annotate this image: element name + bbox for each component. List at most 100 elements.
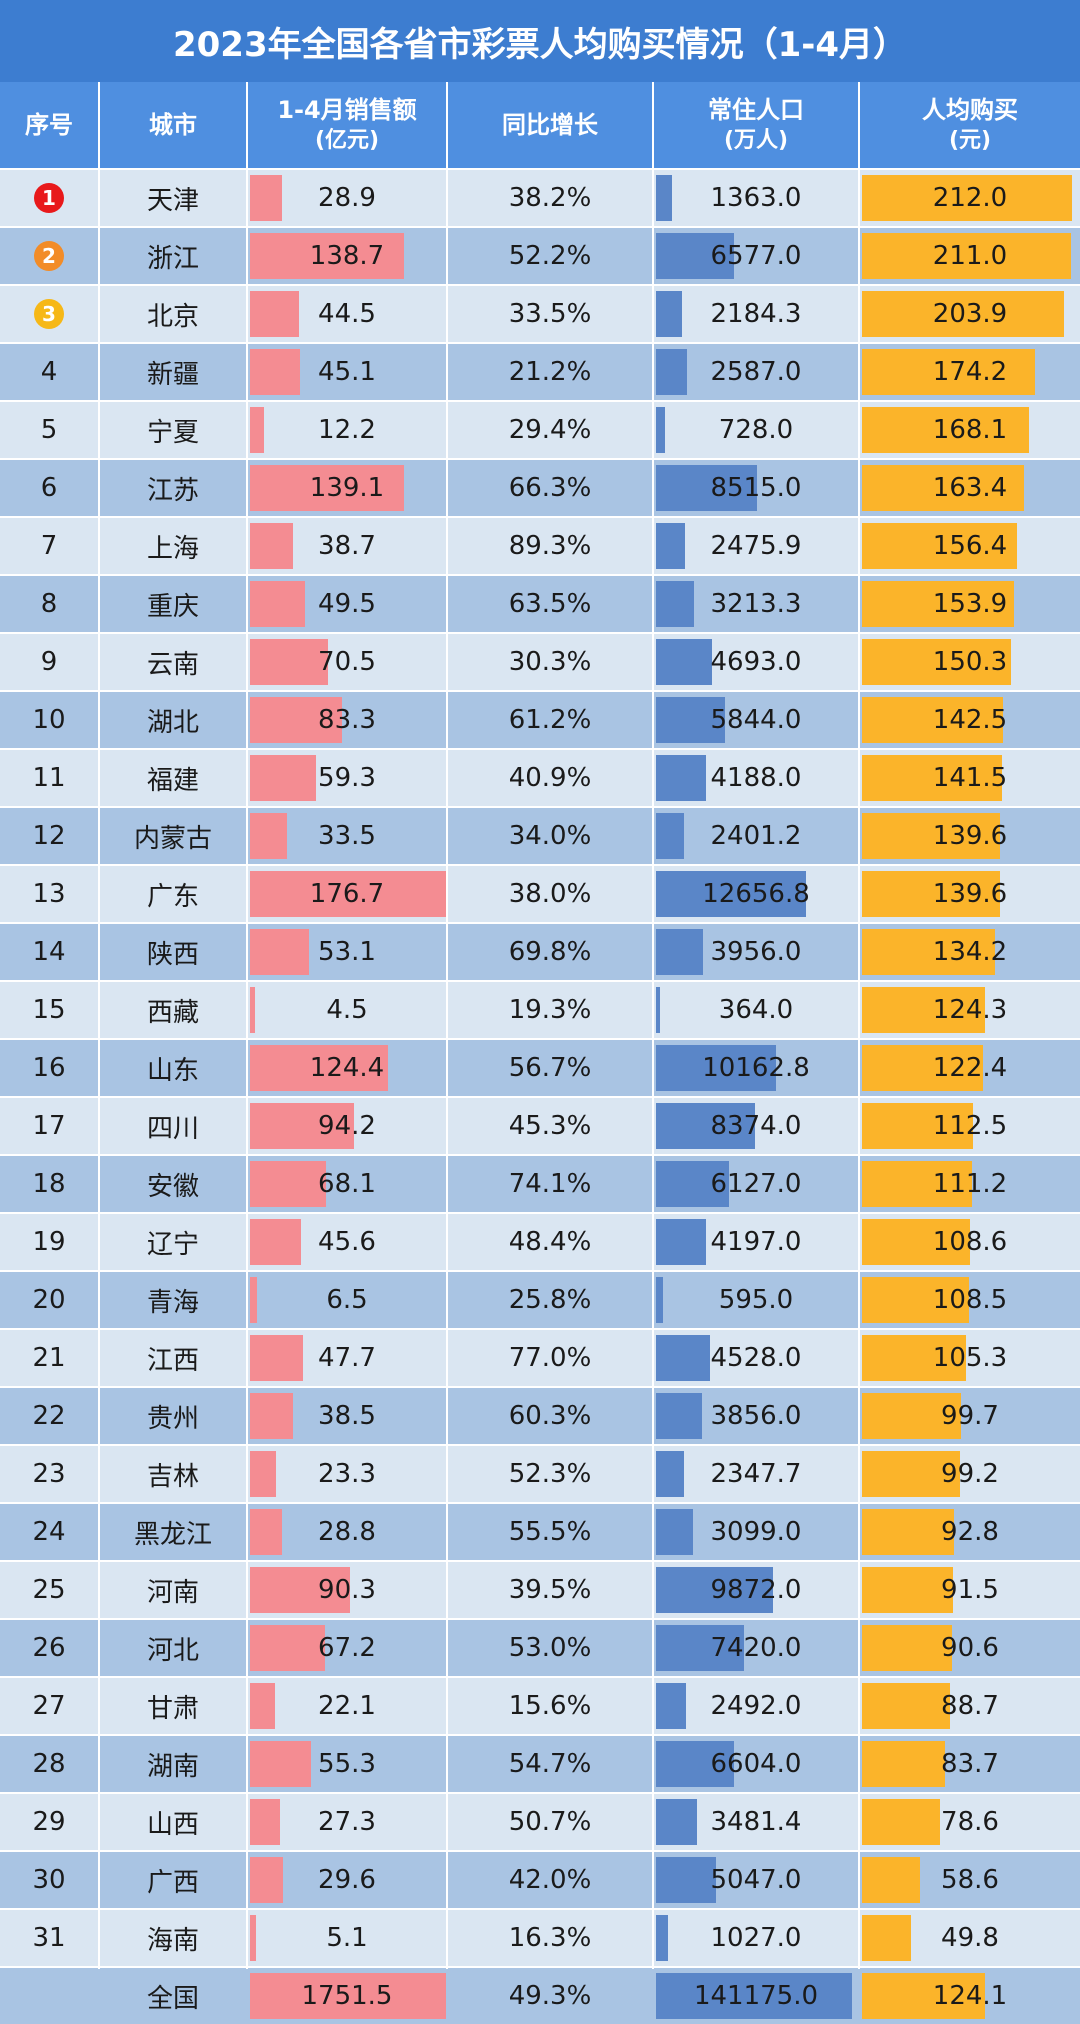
per-capita-value: 58.6 [941, 1865, 999, 1895]
population-cell: 2184.3 [654, 286, 858, 342]
rank-value: 14 [32, 937, 66, 967]
per-capita-bar [862, 1161, 973, 1207]
growth-value: 52.3% [508, 1459, 592, 1489]
per-capita-value: 174.2 [932, 357, 1008, 387]
population-bar [656, 1219, 706, 1265]
population-cell: 2401.2 [654, 808, 858, 864]
table-row: 29 山西 27.3 50.7% 3481.4 78.6 [0, 1794, 1080, 1850]
sales-value: 6.5 [326, 1285, 368, 1315]
per-capita-bar [862, 1219, 970, 1265]
sales-cell: 47.7 [248, 1330, 446, 1386]
sales-bar [250, 987, 255, 1033]
per-capita-bar [862, 1393, 961, 1439]
header-city-label: 城市 [149, 110, 197, 139]
growth-cell: 53.0% [448, 1620, 652, 1676]
city-name: 山西 [146, 1809, 199, 1840]
sales-bar [250, 1567, 351, 1613]
table-row: 28 湖南 55.3 54.7% 6604.0 83.7 [0, 1736, 1080, 1792]
sales-cell: 4.5 [248, 982, 446, 1038]
rank-value: 5 [40, 415, 58, 445]
rank-value: 4 [40, 357, 58, 387]
rank-value: 18 [32, 1169, 66, 1199]
sales-bar [250, 755, 316, 801]
per-capita-bar [862, 1857, 921, 1903]
population-cell: 9872.0 [654, 1562, 858, 1618]
population-bar [656, 1857, 716, 1903]
city-name: 江苏 [146, 475, 199, 506]
per-capita-cell: 163.4 [860, 460, 1080, 516]
sales-value: 38.5 [318, 1401, 376, 1431]
population-value: 3099.0 [710, 1517, 802, 1547]
per-capita-value: 153.9 [932, 589, 1008, 619]
rank-value: 7 [40, 531, 58, 561]
table-row: 27 甘肃 22.1 15.6% 2492.0 88.7 [0, 1678, 1080, 1734]
per-capita-value: 150.3 [932, 647, 1008, 677]
per-capita-cell: 90.6 [860, 1620, 1080, 1676]
population-cell: 4528.0 [654, 1330, 858, 1386]
per-capita-cell: 141.5 [860, 750, 1080, 806]
population-cell: 8374.0 [654, 1098, 858, 1154]
population-value: 141175.0 [693, 1981, 819, 2011]
city-cell: 陕西 [100, 924, 246, 980]
growth-value: 42.0% [508, 1865, 592, 1895]
population-bar [656, 929, 703, 975]
population-value: 4528.0 [710, 1343, 802, 1373]
rank-cell: 23 [0, 1446, 98, 1502]
per-capita-cell: 83.7 [860, 1736, 1080, 1792]
rank-value: 30 [32, 1865, 66, 1895]
population-value: 6604.0 [710, 1749, 802, 1779]
city-cell: 广西 [100, 1852, 246, 1908]
population-bar [656, 1567, 773, 1613]
population-bar [656, 1335, 710, 1381]
growth-cell: 56.7% [448, 1040, 652, 1096]
per-capita-value: 99.2 [941, 1459, 999, 1489]
population-bar [656, 639, 712, 685]
per-capita-cell: 139.6 [860, 866, 1080, 922]
sales-bar [250, 813, 288, 859]
growth-value: 60.3% [508, 1401, 592, 1431]
header-sales-line1: 1-4月销售额 [277, 95, 417, 124]
population-value: 364.0 [718, 995, 794, 1025]
sales-bar [250, 1161, 326, 1207]
population-bar [656, 1045, 777, 1091]
city-name: 贵州 [146, 1403, 199, 1434]
table-row: 23 吉林 23.3 52.3% 2347.7 99.2 [0, 1446, 1080, 1502]
population-cell: 2475.9 [654, 518, 858, 574]
city-cell: 贵州 [100, 1388, 246, 1444]
growth-cell: 42.0% [448, 1852, 652, 1908]
sales-bar [250, 465, 405, 511]
city-name: 江西 [146, 1345, 199, 1376]
per-capita-cell: 108.5 [860, 1272, 1080, 1328]
per-capita-value: 124.3 [932, 995, 1008, 1025]
growth-cell: 89.3% [448, 518, 652, 574]
per-capita-value: 163.4 [932, 473, 1008, 503]
sales-cell: 28.9 [248, 170, 446, 226]
sales-bar [250, 349, 301, 395]
population-bar [656, 1103, 756, 1149]
sales-cell: 38.7 [248, 518, 446, 574]
per-capita-bar [862, 1915, 912, 1961]
table-row: 24 黑龙江 28.8 55.5% 3099.0 92.8 [0, 1504, 1080, 1560]
per-capita-cell: 105.3 [860, 1330, 1080, 1386]
sales-cell: 1751.5 [248, 1968, 446, 2024]
per-capita-cell: 122.4 [860, 1040, 1080, 1096]
population-cell: 12656.8 [654, 866, 858, 922]
population-cell: 595.0 [654, 1272, 858, 1328]
growth-cell: 74.1% [448, 1156, 652, 1212]
city-cell: 上海 [100, 518, 246, 574]
table-row: 2 浙江 138.7 52.2% 6577.0 211.0 [0, 228, 1080, 284]
table-row: 22 贵州 38.5 60.3% 3856.0 99.7 [0, 1388, 1080, 1444]
rank-value: 2 [42, 244, 56, 268]
rank-value: 27 [32, 1691, 66, 1721]
per-capita-bar [862, 1625, 952, 1671]
growth-value: 48.4% [508, 1227, 592, 1257]
city-cell: 重庆 [100, 576, 246, 632]
city-cell: 天津 [100, 170, 246, 226]
growth-value: 38.0% [508, 879, 592, 909]
column-divider [98, 82, 100, 1969]
sales-value: 138.7 [309, 241, 385, 271]
sales-cell: 176.7 [248, 866, 446, 922]
growth-cell: 63.5% [448, 576, 652, 632]
column-divider [246, 82, 248, 1969]
per-capita-value: 83.7 [941, 1749, 999, 1779]
